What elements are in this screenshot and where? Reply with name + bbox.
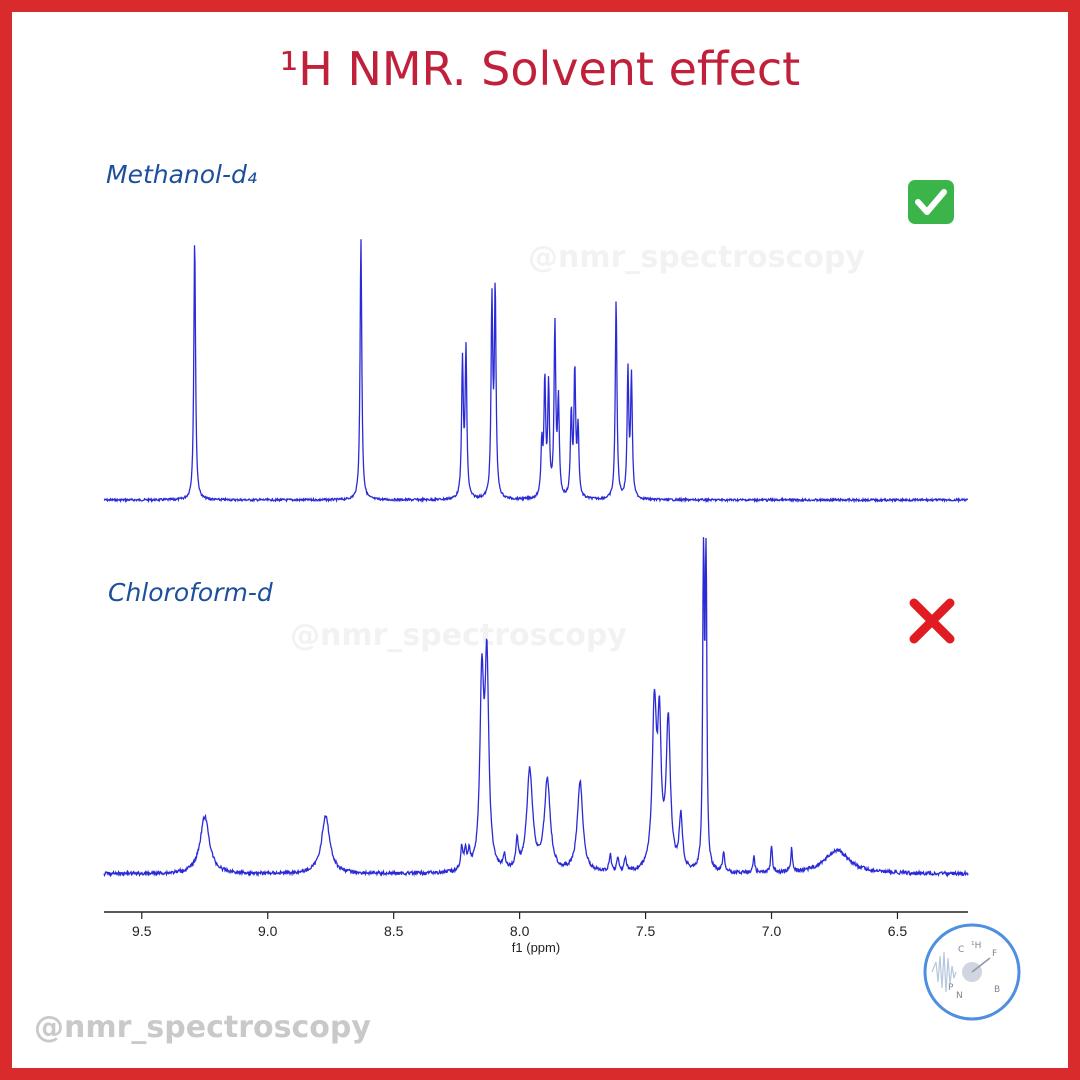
x-tick-label: 9.5 (132, 923, 152, 939)
logo-letter-c: C (958, 945, 964, 955)
x-tick-label: 9.0 (258, 923, 278, 939)
nmr-logo-icon: ¹H F B N P C (923, 923, 1021, 1021)
watermark-upper: @nmr_spectroscopy (528, 240, 865, 275)
watermark-bottom: @nmr_spectroscopy (34, 1010, 371, 1045)
logo-letter-h: ¹H (971, 941, 981, 951)
spectrum-chloroform (103, 537, 969, 878)
logo-letter-b: B (994, 985, 1000, 995)
x-tick-label: 7.5 (636, 923, 656, 939)
page-title: ¹H NMR. Solvent effect (279, 42, 801, 96)
watermark-middle: @nmr_spectroscopy (290, 618, 627, 653)
logo-letter-f: F (992, 949, 997, 959)
check-icon (908, 180, 954, 224)
spectrum-methanol (103, 239, 969, 504)
logo-letter-n: N (956, 991, 963, 1001)
x-tick-label: 8.0 (510, 923, 530, 939)
x-tick-label: 6.5 (888, 923, 908, 939)
x-axis-label: f1 (ppm) (512, 940, 560, 955)
logo-letter-p: P (948, 983, 954, 993)
x-tick-label: 8.5 (384, 923, 404, 939)
cross-icon (908, 597, 956, 645)
x-tick-label: 7.0 (762, 923, 782, 939)
spectrum-label-chloroform: Chloroform-d (108, 578, 273, 607)
spectrum-label-methanol: Methanol-d₄ (106, 160, 257, 189)
x-axis-ticks: 9.5 9.0 8.5 8.0 7.5 7.0 6.5 (132, 912, 907, 939)
